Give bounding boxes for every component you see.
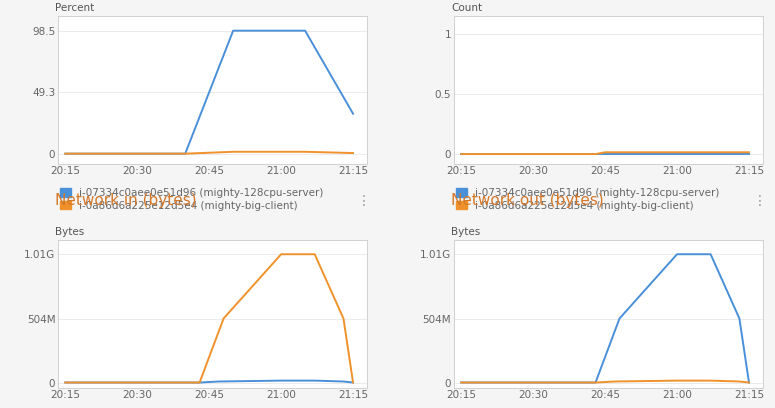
Text: Network in (bytes): Network in (bytes) (55, 193, 197, 208)
Text: ⋮: ⋮ (753, 194, 766, 208)
Text: Network out (bytes): Network out (bytes) (451, 193, 604, 208)
Legend: i-07334c0aee0e51d96 (mighty-128cpu-server), i-0a86d6a225e12d5e4 (mighty-big-clie: i-07334c0aee0e51d96 (mighty-128cpu-serve… (456, 188, 719, 211)
Legend: i-07334c0aee0e51d96 (mighty-128cpu-server), i-0a86d6a225e12d5e4 (mighty-big-clie: i-07334c0aee0e51d96 (mighty-128cpu-serve… (60, 188, 323, 211)
Text: Percent: Percent (55, 3, 95, 13)
Text: Bytes: Bytes (55, 227, 84, 237)
Text: ⋮: ⋮ (356, 194, 370, 208)
Text: Bytes: Bytes (451, 227, 480, 237)
Text: Count: Count (451, 3, 482, 13)
